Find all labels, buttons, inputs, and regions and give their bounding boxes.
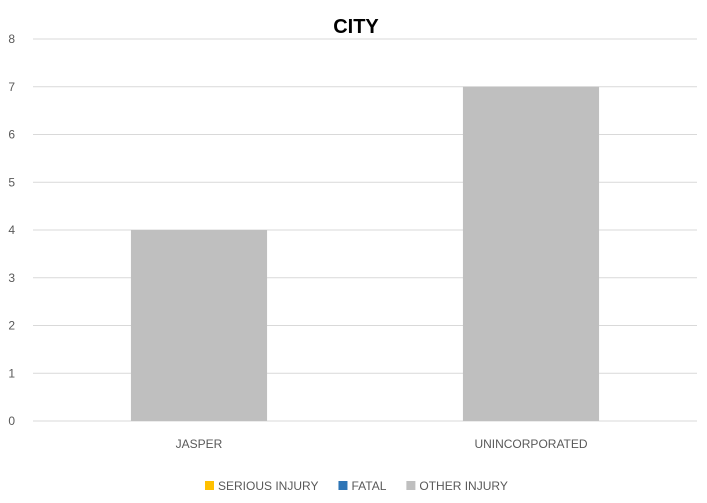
x-tick-label: JASPER bbox=[176, 437, 223, 451]
chart-title: CITY bbox=[333, 16, 379, 38]
y-tick-label: 2 bbox=[8, 319, 15, 333]
bar-jasper-other-injury bbox=[130, 230, 268, 421]
bars bbox=[130, 86, 600, 421]
y-tick-label: 3 bbox=[8, 271, 15, 285]
legend: SERIOUS INJURY FATAL OTHER INJURY bbox=[205, 479, 508, 493]
y-tick-label: 4 bbox=[8, 223, 15, 237]
legend-label: SERIOUS INJURY bbox=[218, 479, 318, 493]
y-axis-tick-labels: 0 1 2 3 4 5 6 7 8 bbox=[8, 32, 15, 428]
y-tick-label: 1 bbox=[8, 366, 15, 380]
legend-label: OTHER INJURY bbox=[419, 479, 507, 493]
legend-swatch bbox=[406, 481, 416, 490]
y-tick-label: 5 bbox=[8, 175, 15, 189]
bar-unincorporated-other-injury bbox=[462, 86, 600, 421]
x-axis-tick-labels: JASPER UNINCORPORATED bbox=[176, 437, 588, 451]
legend-swatch bbox=[205, 481, 214, 490]
x-tick-label: UNINCORPORATED bbox=[474, 437, 587, 451]
legend-item-serious-injury: SERIOUS INJURY bbox=[205, 479, 318, 493]
legend-swatch bbox=[338, 481, 348, 490]
y-tick-label: 0 bbox=[8, 414, 15, 428]
legend-item-fatal: FATAL bbox=[338, 479, 387, 493]
y-tick-label: 8 bbox=[8, 32, 15, 46]
y-tick-label: 7 bbox=[8, 80, 15, 94]
y-tick-label: 6 bbox=[8, 128, 15, 142]
legend-item-other-injury: OTHER INJURY bbox=[406, 479, 508, 493]
legend-label: FATAL bbox=[351, 479, 386, 493]
